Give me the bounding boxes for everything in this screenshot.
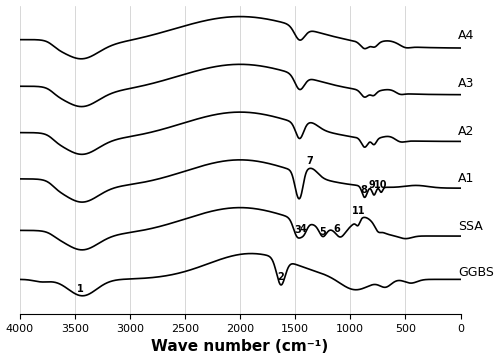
Text: 1: 1: [77, 284, 84, 294]
Text: 3: 3: [294, 225, 301, 235]
Text: 9: 9: [369, 180, 376, 190]
Text: 4: 4: [300, 224, 306, 234]
Text: 10: 10: [374, 180, 388, 190]
Text: A1: A1: [458, 172, 474, 185]
Text: SSA: SSA: [458, 220, 483, 233]
Text: 7: 7: [306, 156, 313, 166]
Text: 6: 6: [334, 224, 340, 234]
Text: A4: A4: [458, 29, 474, 42]
X-axis label: Wave number (cm⁻¹): Wave number (cm⁻¹): [152, 339, 328, 355]
Text: A3: A3: [458, 77, 474, 90]
Text: A2: A2: [458, 125, 474, 138]
Text: 5: 5: [320, 227, 326, 237]
Text: 8: 8: [360, 185, 368, 195]
Text: 11: 11: [352, 206, 366, 216]
Text: 2: 2: [278, 272, 284, 282]
Text: GGBS: GGBS: [458, 266, 494, 279]
